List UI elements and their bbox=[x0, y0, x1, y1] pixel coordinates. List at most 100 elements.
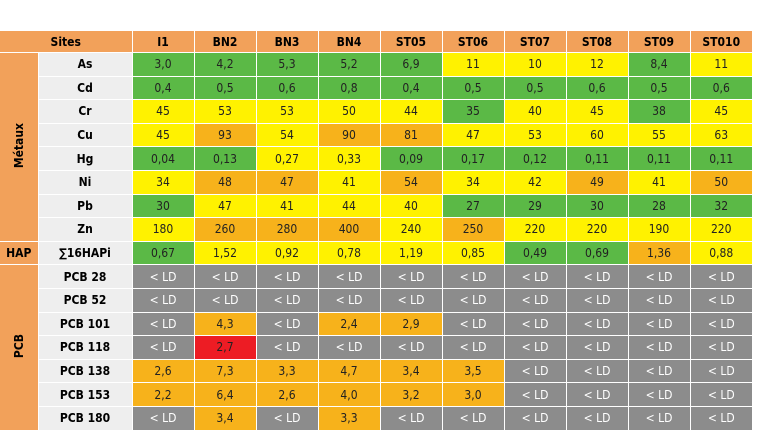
value-cell: 220 bbox=[689, 217, 752, 242]
value-cell: < LD bbox=[627, 312, 690, 337]
site-header: BN2 bbox=[193, 31, 256, 53]
value-cell: 34 bbox=[441, 170, 504, 195]
header-row: Sites I1 BN2 BN3 BN4 ST05 ST06 ST07 ST08… bbox=[0, 31, 752, 53]
parameter-label: PCB 153 bbox=[38, 382, 133, 407]
table-row: Métaux As 3,0 4,2 5,3 5,2 6,9 11 10 12 8,4 11 bbox=[0, 52, 752, 242]
value-cell: 240 bbox=[379, 217, 442, 242]
value-cell: < LD bbox=[627, 406, 690, 431]
value-cell: 6,4 bbox=[193, 382, 256, 407]
value-cell: 220 bbox=[503, 217, 566, 242]
value-cell: 5,3 bbox=[255, 52, 318, 77]
group-label-text: PCB bbox=[11, 333, 26, 358]
value-cell: 28 bbox=[627, 194, 690, 219]
value-cell: < LD bbox=[503, 382, 566, 407]
value-cell: 53 bbox=[503, 123, 566, 148]
value-cell: < LD bbox=[193, 264, 256, 289]
value-cell: 45 bbox=[565, 99, 628, 124]
value-cell: 0,5 bbox=[441, 76, 504, 101]
value-cell: 0,11 bbox=[689, 146, 752, 171]
value-cell: 44 bbox=[379, 99, 442, 124]
value-cell: 1,19 bbox=[379, 241, 442, 266]
value-cell: < LD bbox=[255, 312, 318, 337]
parameter-label: Ni bbox=[38, 170, 133, 195]
value-cell: 1,36 bbox=[627, 241, 690, 266]
value-cell: < LD bbox=[503, 288, 566, 313]
value-cell: < LD bbox=[255, 264, 318, 289]
site-header: ST09 bbox=[627, 31, 690, 53]
value-cell: 47 bbox=[441, 123, 504, 148]
value-cell: 0,92 bbox=[255, 241, 318, 266]
value-cell: 3,4 bbox=[193, 406, 256, 431]
table-row: Cu 45 93 54 90 81 47 53 60 55 63 bbox=[0, 123, 752, 148]
value-cell: 1,52 bbox=[193, 241, 256, 266]
value-cell: 29 bbox=[503, 194, 566, 219]
value-cell: 41 bbox=[627, 170, 690, 195]
value-cell: 0,4 bbox=[379, 76, 442, 101]
value-cell: 0,13 bbox=[193, 146, 256, 171]
value-cell: 45 bbox=[689, 99, 752, 124]
value-cell: 0,6 bbox=[255, 76, 318, 101]
value-cell: < LD bbox=[441, 288, 504, 313]
value-cell: < LD bbox=[565, 406, 628, 431]
value-cell: < LD bbox=[565, 359, 628, 384]
value-cell: 0,17 bbox=[441, 146, 504, 171]
value-cell: 0,6 bbox=[565, 76, 628, 101]
value-cell: 4,2 bbox=[193, 52, 256, 77]
value-cell: < LD bbox=[503, 335, 566, 360]
value-cell: 81 bbox=[379, 123, 442, 148]
group-label: PCB bbox=[0, 264, 39, 431]
value-cell: 2,6 bbox=[255, 382, 318, 407]
value-cell: 0,27 bbox=[255, 146, 318, 171]
value-cell: 34 bbox=[131, 170, 194, 195]
parameter-label: Cr bbox=[38, 99, 133, 124]
value-cell: 53 bbox=[193, 99, 256, 124]
value-cell: < LD bbox=[441, 406, 504, 431]
value-cell: 0,11 bbox=[565, 146, 628, 171]
value-cell: 47 bbox=[255, 170, 318, 195]
value-cell: 0,69 bbox=[565, 241, 628, 266]
table-row: PCB 101 < LD 4,3 < LD 2,4 2,9 < LD < LD < LD < LD… bbox=[0, 312, 752, 337]
value-cell: < LD bbox=[689, 382, 752, 407]
parameter-label: PCB 118 bbox=[38, 335, 133, 360]
value-cell: < LD bbox=[627, 335, 690, 360]
value-cell: < LD bbox=[131, 335, 194, 360]
value-cell: 5,2 bbox=[317, 52, 380, 77]
value-cell: 3,0 bbox=[131, 52, 194, 77]
value-cell: < LD bbox=[689, 406, 752, 431]
value-cell: < LD bbox=[131, 288, 194, 313]
parameter-label: Hg bbox=[38, 146, 133, 171]
value-cell: 0,78 bbox=[317, 241, 380, 266]
value-cell: < LD bbox=[255, 406, 318, 431]
value-cell: < LD bbox=[441, 264, 504, 289]
value-cell: 3,0 bbox=[441, 382, 504, 407]
parameter-label: PCB 28 bbox=[38, 264, 133, 289]
value-cell: 47 bbox=[193, 194, 256, 219]
value-cell: 190 bbox=[627, 217, 690, 242]
value-cell: 48 bbox=[193, 170, 256, 195]
value-cell: 49 bbox=[565, 170, 628, 195]
value-cell: < LD bbox=[441, 312, 504, 337]
value-cell: 260 bbox=[193, 217, 256, 242]
value-cell: 32 bbox=[689, 194, 752, 219]
value-cell: 3,4 bbox=[379, 359, 442, 384]
value-cell: 38 bbox=[627, 99, 690, 124]
value-cell: < LD bbox=[503, 406, 566, 431]
site-header: ST07 bbox=[503, 31, 566, 53]
value-cell: 2,2 bbox=[131, 382, 194, 407]
value-cell: 44 bbox=[317, 194, 380, 219]
value-cell: < LD bbox=[193, 288, 256, 313]
value-cell: < LD bbox=[503, 264, 566, 289]
table-row: PCB 52 < LD < LD < LD < LD < LD < LD < LD < LD < … bbox=[0, 288, 752, 313]
value-cell: 27 bbox=[441, 194, 504, 219]
site-header: BN3 bbox=[255, 31, 318, 53]
value-cell: < LD bbox=[131, 406, 194, 431]
parameter-label: PCB 101 bbox=[38, 312, 133, 337]
value-cell: 3,2 bbox=[379, 382, 442, 407]
value-cell: 42 bbox=[503, 170, 566, 195]
value-cell: 3,5 bbox=[441, 359, 504, 384]
value-cell: 63 bbox=[689, 123, 752, 148]
value-cell: 250 bbox=[441, 217, 504, 242]
value-cell: < LD bbox=[379, 264, 442, 289]
site-header: ST010 bbox=[689, 31, 752, 53]
site-header: BN4 bbox=[317, 31, 380, 53]
